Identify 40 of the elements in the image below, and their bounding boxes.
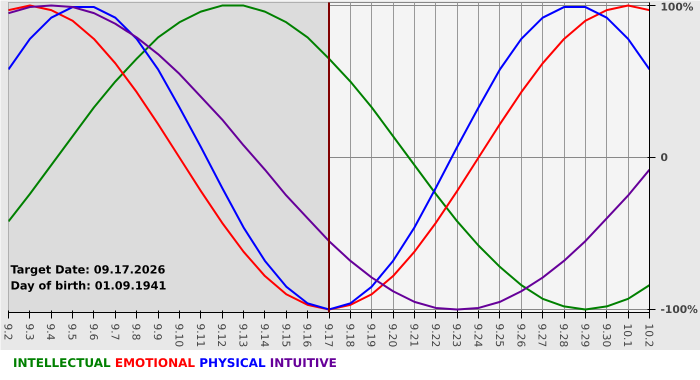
y-tick-label: 0 <box>660 151 668 164</box>
x-tick-label: 9.29 <box>578 324 592 348</box>
x-tick-label: 9.30 <box>600 324 613 348</box>
x-tick-label: 9.11 <box>194 324 207 348</box>
x-tick-label: 9.8 <box>130 324 143 341</box>
x-tick-label: 9.28 <box>557 324 570 348</box>
x-tick-label: 9.5 <box>66 324 79 340</box>
x-tick-label: 9.2 <box>2 324 14 340</box>
x-tick-label: 9.3 <box>22 324 36 340</box>
text: INTELLECTUAL <box>13 356 111 370</box>
x-tick-label: 9.21 <box>407 324 420 348</box>
x-tick-label: 10.2 <box>642 324 656 348</box>
annotation: Day of birth: 01.09.1941 <box>10 278 166 292</box>
x-tick-label: 9.12 <box>215 324 228 348</box>
x-tick-label: 9.22 <box>428 324 442 348</box>
text: PHYSICAL <box>199 356 266 370</box>
x-tick-label: 9.13 <box>236 324 250 348</box>
x-tick-label: 9.20 <box>386 324 400 348</box>
y-tick-label: 100% <box>660 0 694 14</box>
text: INTUITIVE <box>270 356 337 370</box>
x-tick-label: 9.7 <box>108 324 122 340</box>
x-tick-label: 9.23 <box>450 324 464 348</box>
x-tick-label: 9.17 <box>322 324 335 348</box>
x-tick-label: 9.10 <box>172 324 186 348</box>
x-tick-label: 9.27 <box>536 324 549 348</box>
y-tick-label: -100% <box>660 302 698 316</box>
x-tick-label: 9.19 <box>364 324 378 348</box>
annotation: Target Date: 09.17.2026 <box>10 262 166 276</box>
x-tick-label: 9.6 <box>86 324 100 341</box>
x-tick-label: 9.14 <box>258 324 271 348</box>
x-tick-label: 9.15 <box>279 324 292 348</box>
x-tick-label: 9.18 <box>343 324 356 348</box>
x-tick-label: 10.1 <box>621 324 634 348</box>
text: EMOTIONAL <box>114 356 196 370</box>
x-tick-label: 9.4 <box>44 324 58 341</box>
x-tick-label: 9.26 <box>514 324 528 348</box>
x-tick-label: 9.16 <box>300 324 314 348</box>
x-tick-label: 9.24 <box>472 324 485 348</box>
x-tick-label: 9.9 <box>151 324 164 341</box>
x-tick-label: 9.25 <box>492 324 506 348</box>
